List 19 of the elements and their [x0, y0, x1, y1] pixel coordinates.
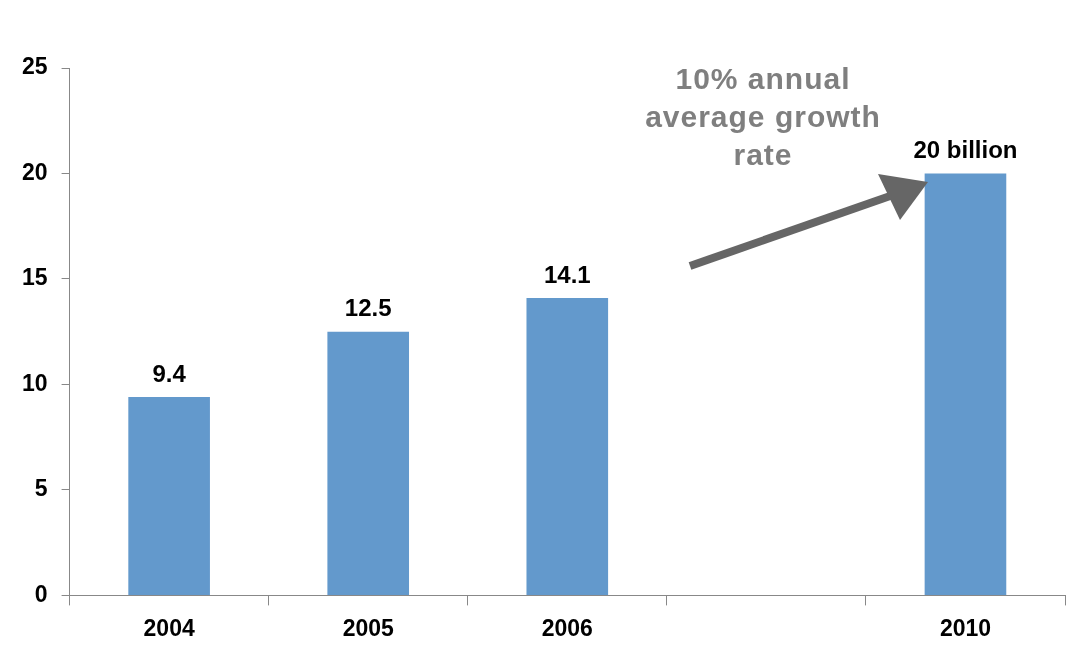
x-tick-label: 2004 [143, 614, 195, 641]
x-tick-label: 2010 [939, 614, 992, 641]
y-tick-label: 5 [34, 475, 48, 502]
data-label: 12.5 [344, 294, 392, 322]
data-label: 14.1 [543, 260, 591, 288]
x-tick-label: 2005 [342, 614, 394, 641]
bar [924, 173, 1007, 595]
bar [526, 297, 609, 595]
bar [327, 331, 410, 595]
data-label: 9.4 [152, 359, 187, 387]
y-tick-label: 10 [21, 369, 48, 396]
data-label: 20 billion [913, 136, 1018, 164]
y-tick-label: 25 [21, 53, 48, 80]
y-tick-label: 15 [21, 264, 48, 291]
annotation: 10% annual average growth rate [644, 61, 882, 173]
y-tick-label: 20 [21, 158, 48, 185]
x-tick-label: 2006 [541, 614, 593, 641]
y-tick-label: 0 [34, 580, 48, 607]
bar [128, 397, 210, 595]
